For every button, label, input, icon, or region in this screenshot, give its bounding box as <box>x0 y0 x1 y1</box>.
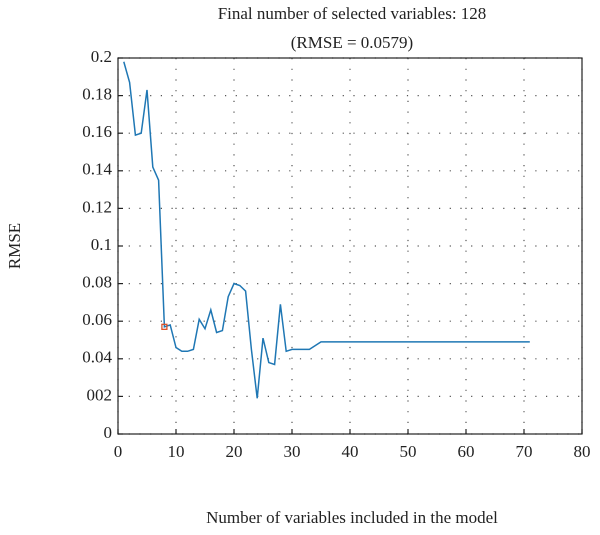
x-tick-label: 80 <box>574 442 591 461</box>
x-tick-label: 0 <box>114 442 123 461</box>
y-tick-label: 0 <box>104 423 113 442</box>
y-tick-label: 0.08 <box>82 273 112 292</box>
y-tick-label: 0.2 <box>91 47 112 66</box>
x-tick-label: 40 <box>342 442 359 461</box>
x-tick-label: 10 <box>168 442 185 461</box>
y-tick-label: 0.14 <box>82 160 112 179</box>
chart-subtitle: (RMSE = 0.0579) <box>291 33 413 52</box>
plot-frame <box>117 57 583 435</box>
x-tick-label: 60 <box>458 442 475 461</box>
x-tick-label: 50 <box>400 442 417 461</box>
y-tick-label: 002 <box>87 385 113 404</box>
x-tick-label: 20 <box>226 442 243 461</box>
selected-marker <box>161 323 168 330</box>
y-tick-label: 0.04 <box>82 348 112 367</box>
y-tick-label: 0.18 <box>82 85 112 104</box>
chart-title: Final number of selected variables: 128 <box>218 4 487 23</box>
y-axis-label: RMSE <box>5 223 24 269</box>
y-tick-label: 0.06 <box>82 310 112 329</box>
data-line <box>123 61 530 399</box>
y-tick-label: 0.12 <box>82 197 112 216</box>
x-tick-label: 70 <box>516 442 533 461</box>
x-tick-label: 30 <box>284 442 301 461</box>
y-tick-label: 0.16 <box>82 122 112 141</box>
x-axis-label: Number of variables included in the mode… <box>206 508 498 527</box>
y-tick-label: 0.1 <box>91 235 112 254</box>
